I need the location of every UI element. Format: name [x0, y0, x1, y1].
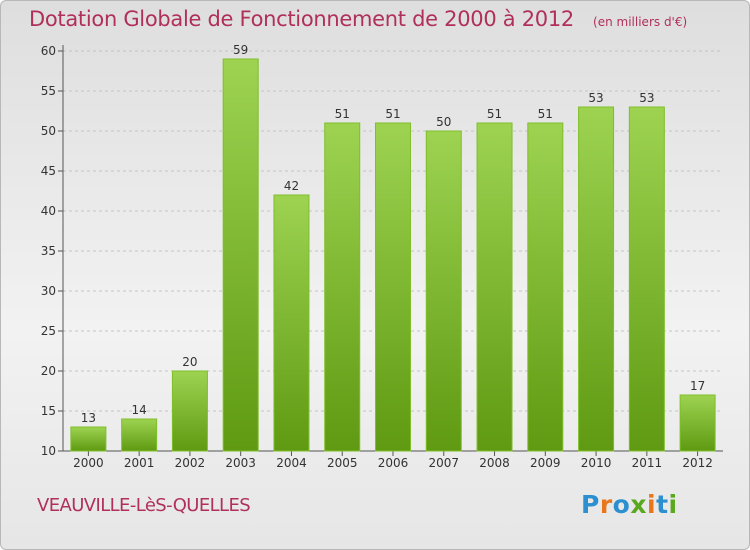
- x-tick-label: 2009: [530, 456, 561, 470]
- logo-letter: P: [581, 490, 600, 519]
- proxiti-logo: Proxiti: [581, 490, 678, 519]
- bars: [70, 58, 716, 452]
- bar: [628, 106, 665, 452]
- chart-title-row: Dotation Globale de Fonctionnement de 20…: [29, 7, 687, 31]
- bar: [578, 106, 615, 452]
- x-tick-label: 2010: [581, 456, 612, 470]
- bar: [679, 394, 716, 452]
- x-tick-label: 2001: [124, 456, 155, 470]
- bar: [324, 122, 361, 452]
- chart-title: Dotation Globale de Fonctionnement de 20…: [29, 7, 574, 31]
- bar: [171, 370, 208, 452]
- x-tick-label: 2008: [479, 456, 510, 470]
- labels: 10 15 20 25 30 35 40 45 50 55 60 13 2000 14 2001 20 2002…: [41, 43, 713, 470]
- bar-value-label: 51: [385, 107, 400, 121]
- bar-value-label: 17: [690, 379, 705, 393]
- x-tick-label: 2012: [682, 456, 713, 470]
- y-tick-label: 30: [41, 284, 56, 298]
- chart-unit: (en milliers d'€): [593, 15, 688, 29]
- bar: [375, 122, 411, 452]
- bar-value-label: 53: [639, 91, 654, 105]
- y-tick-label: 10: [41, 444, 56, 458]
- bar: [527, 122, 564, 452]
- bar: [273, 194, 310, 452]
- bar-value-label: 51: [335, 107, 350, 121]
- bar-value-label: 13: [81, 411, 96, 425]
- y-tick-label: 40: [41, 204, 56, 218]
- logo-letter: r: [599, 490, 613, 519]
- logo-letter: o: [612, 490, 631, 519]
- bar-value-label: 51: [538, 107, 553, 121]
- logo-letter: i: [647, 490, 657, 519]
- bar: [70, 426, 107, 452]
- bar-value-label: 20: [182, 355, 197, 369]
- y-tick-label: 25: [41, 324, 56, 338]
- bar: [476, 122, 513, 452]
- y-tick-label: 35: [41, 244, 56, 258]
- x-tick-label: 2003: [225, 456, 256, 470]
- x-tick-label: 2002: [175, 456, 206, 470]
- bar-value-label: 50: [436, 115, 451, 129]
- logo-letter: i: [668, 490, 678, 519]
- logo-letter: t: [656, 490, 669, 519]
- bar-value-label: 53: [588, 91, 603, 105]
- x-tick-label: 2011: [632, 456, 663, 470]
- x-tick-label: 2004: [276, 456, 307, 470]
- bar-value-label: 51: [487, 107, 502, 121]
- bar-value-label: 42: [284, 179, 299, 193]
- bar-value-label: 14: [132, 403, 147, 417]
- commune-name: VEAUVILLE-LèS-QUELLES: [37, 495, 251, 516]
- y-tick-label: 15: [41, 404, 56, 418]
- y-tick-label: 45: [41, 164, 56, 178]
- bar: [222, 58, 259, 452]
- y-tick-label: 50: [41, 124, 56, 138]
- x-tick-label: 2005: [327, 456, 358, 470]
- y-tick-label: 20: [41, 364, 56, 378]
- x-tick-label: 2006: [378, 456, 409, 470]
- y-tick-label: 60: [41, 44, 56, 58]
- logo-letter: x: [630, 490, 647, 519]
- bar-value-label: 59: [233, 43, 248, 57]
- x-tick-label: 2007: [428, 456, 459, 470]
- x-tick-label: 2000: [73, 456, 104, 470]
- bar: [425, 130, 462, 452]
- y-tick-label: 55: [41, 84, 56, 98]
- bar: [121, 418, 158, 452]
